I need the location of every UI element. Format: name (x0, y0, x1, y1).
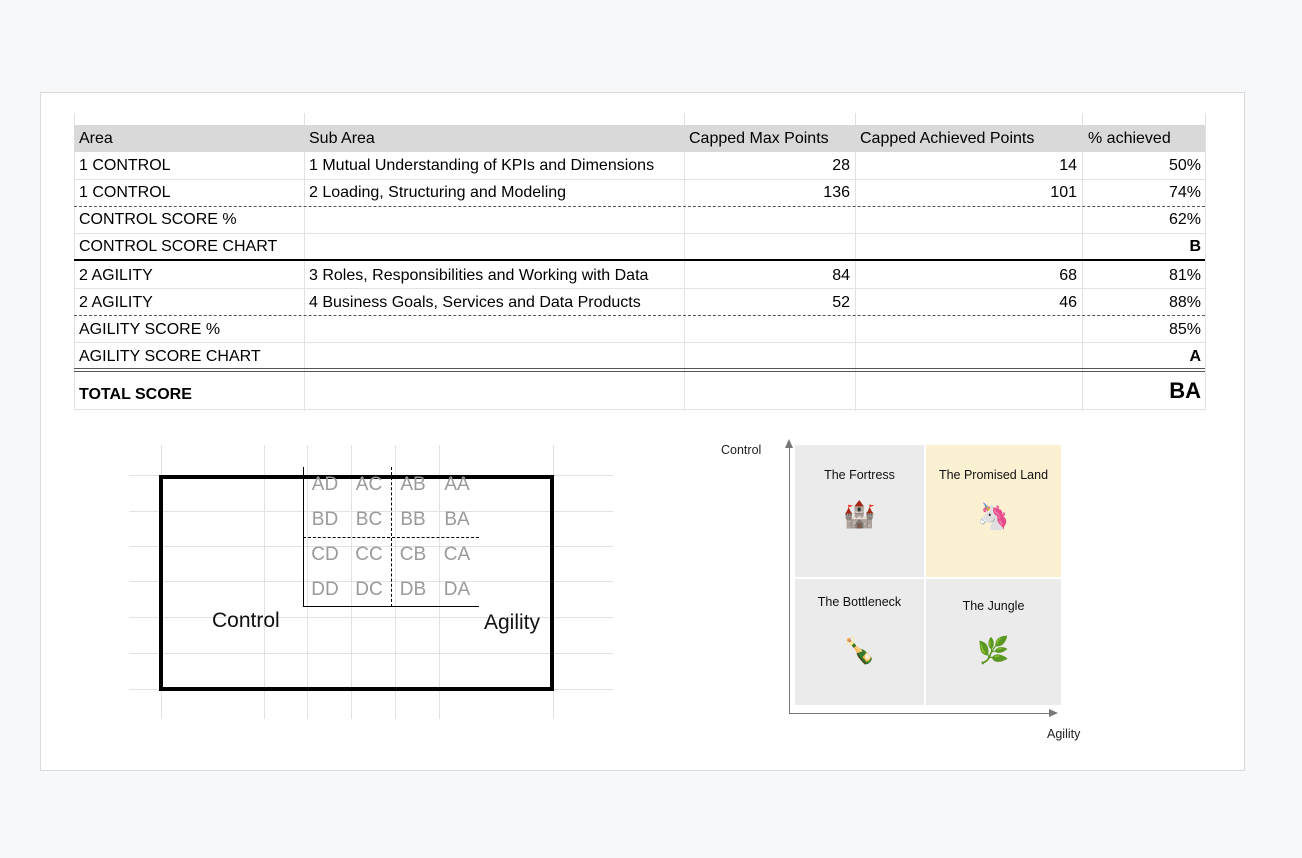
content-panel: Area Sub Area Capped Max Points Capped A… (40, 92, 1245, 771)
table-cell-pct[interactable]: 85% (1168, 321, 1201, 338)
arrow-right-icon (1049, 709, 1058, 717)
quadrant-the-promised-land[interactable]: The Promised Land 🦄 (926, 445, 1061, 577)
quadrant-title: The Promised Land (938, 468, 1049, 482)
matrix-frame (159, 475, 554, 691)
matrix-cell: DA (443, 579, 471, 600)
matrix-cell: CB (399, 544, 427, 565)
unicorn-icon: 🦄 (977, 501, 1010, 531)
quadrant-x-axis (789, 713, 1051, 714)
table-cell-achieved[interactable]: 14 (1059, 157, 1077, 174)
matrix-cell: AB (400, 474, 426, 495)
table-cell-pct[interactable]: 81% (1168, 267, 1201, 284)
matrix-cell: AA (444, 474, 470, 495)
quadrant-y-label: Control (721, 443, 762, 457)
control-grade-cell[interactable]: B (1189, 238, 1201, 255)
table-cell-area[interactable]: AGILITY SCORE CHART (79, 348, 261, 365)
table-cell-pct[interactable]: 88% (1168, 294, 1201, 311)
matrix-cell: BB (400, 509, 426, 530)
quadrant-title: The Jungle (962, 599, 1025, 613)
table-cell-subarea[interactable]: 4 Business Goals, Services and Data Prod… (309, 294, 641, 311)
matrix-cell: CA (443, 544, 471, 565)
column-header[interactable]: Area (79, 130, 113, 147)
table-cell-area[interactable]: 2 AGILITY (79, 294, 153, 311)
matrix-h-divider (303, 537, 479, 538)
column-header[interactable]: % achieved (1088, 130, 1171, 147)
matrix-x-label: Agility (484, 611, 541, 634)
quadrant-the-bottleneck[interactable]: The Bottleneck 🍾 (795, 579, 924, 705)
matrix-cell: DC (355, 579, 383, 600)
quadrant-the-fortress[interactable]: The Fortress 🏰 (795, 445, 924, 577)
table-cell-max[interactable]: 84 (832, 267, 850, 284)
table-cell-area[interactable]: 1 CONTROL (79, 184, 171, 201)
table-cell-area[interactable]: CONTROL SCORE % (79, 211, 237, 228)
quadrant-x-label: Agility (1047, 727, 1081, 741)
matrix-cell: CC (355, 544, 383, 565)
table-header-row (74, 125, 1205, 152)
bottle-icon: 🍾 (843, 635, 876, 665)
matrix-cell: BA (444, 509, 470, 530)
table-cell-max[interactable]: 52 (832, 294, 850, 311)
table-cell-area[interactable]: 2 AGILITY (79, 267, 153, 284)
table-cell-area[interactable]: 1 CONTROL (79, 157, 171, 174)
total-score-label[interactable]: TOTAL SCORE (79, 386, 192, 403)
table-cell-achieved[interactable]: 101 (1050, 184, 1077, 201)
matrix-cell: BD (311, 509, 339, 530)
table-cell-max[interactable]: 136 (823, 184, 850, 201)
grade-matrix: Control Agility AD AC AB AA BD BC BB BA … (129, 445, 613, 719)
quadrant-y-axis (789, 447, 790, 713)
agility-grade-cell[interactable]: A (1189, 348, 1201, 365)
table-cell-pct[interactable]: 74% (1168, 184, 1201, 201)
matrix-y-label: Control (212, 609, 280, 632)
matrix-cell: DB (399, 579, 427, 600)
arrow-up-icon (785, 439, 793, 448)
table-cell-area[interactable]: AGILITY SCORE % (79, 321, 221, 338)
table-cell-area[interactable]: CONTROL SCORE CHART (79, 238, 278, 255)
matrix-cell: DD (311, 579, 339, 600)
table-cell-subarea[interactable]: 3 Roles, Responsibilities and Working wi… (309, 267, 649, 284)
column-header[interactable]: Capped Max Points (689, 130, 829, 147)
matrix-cell: AC (355, 474, 383, 495)
table-cell-achieved[interactable]: 46 (1059, 294, 1077, 311)
column-header[interactable]: Sub Area (309, 130, 375, 147)
quadrant-title: The Bottleneck (817, 595, 902, 609)
total-score-value[interactable]: BA (1169, 378, 1201, 403)
score-table: Area Sub Area Capped Max Points Capped A… (74, 113, 1226, 411)
matrix-cell: CD (311, 544, 339, 565)
matrix-cell: BC (355, 509, 383, 530)
table-cell-subarea[interactable]: 1 Mutual Understanding of KPIs and Dimen… (309, 157, 655, 174)
column-header[interactable]: Capped Achieved Points (860, 130, 1035, 147)
table-cell-max[interactable]: 28 (832, 157, 850, 174)
table-cell-subarea[interactable]: 2 Loading, Structuring and Modeling (309, 184, 567, 201)
quadrant-chart: Control The Fortress 🏰 The Promised Land… (711, 433, 1111, 753)
table-cell-pct[interactable]: 62% (1168, 211, 1201, 228)
table-cell-pct[interactable]: 50% (1168, 157, 1201, 174)
castle-icon: 🏰 (843, 499, 876, 529)
quadrant-the-jungle[interactable]: The Jungle 🌿 (926, 579, 1061, 705)
quadrant-title: The Fortress (824, 468, 895, 482)
herb-icon: 🌿 (977, 635, 1010, 665)
table-cell-achieved[interactable]: 68 (1059, 267, 1077, 284)
matrix-cell: AD (311, 474, 339, 495)
